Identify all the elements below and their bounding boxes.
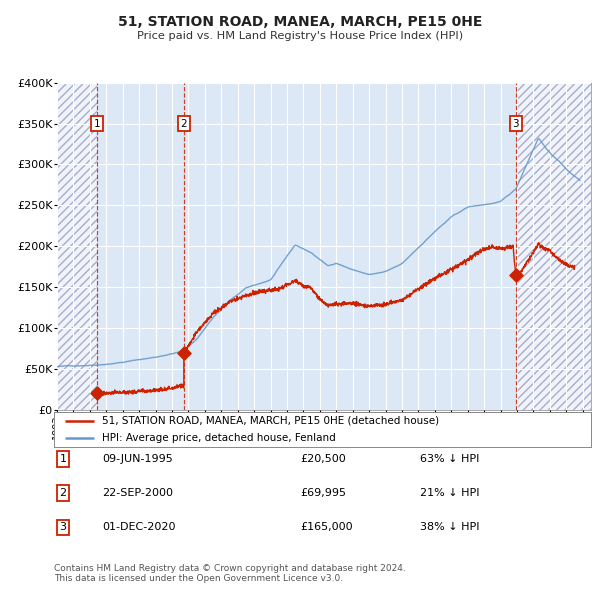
Text: 21% ↓ HPI: 21% ↓ HPI — [420, 489, 479, 498]
Text: £20,500: £20,500 — [300, 454, 346, 464]
Bar — [57, 83, 97, 410]
Text: Price paid vs. HM Land Registry's House Price Index (HPI): Price paid vs. HM Land Registry's House … — [137, 31, 463, 41]
Text: 22-SEP-2000: 22-SEP-2000 — [102, 489, 173, 498]
Text: 63% ↓ HPI: 63% ↓ HPI — [420, 454, 479, 464]
Bar — [516, 83, 591, 410]
Text: £165,000: £165,000 — [300, 523, 353, 532]
Text: Contains HM Land Registry data © Crown copyright and database right 2024.
This d: Contains HM Land Registry data © Crown c… — [54, 563, 406, 583]
Text: 01-DEC-2020: 01-DEC-2020 — [102, 523, 176, 532]
Text: 3: 3 — [59, 523, 67, 532]
Text: 09-JUN-1995: 09-JUN-1995 — [102, 454, 173, 464]
Bar — [57, 83, 97, 410]
Point — [179, 348, 188, 358]
Text: 1: 1 — [94, 119, 100, 129]
Text: 2: 2 — [59, 489, 67, 498]
Point — [511, 270, 521, 280]
Text: 3: 3 — [512, 119, 519, 129]
Text: 51, STATION ROAD, MANEA, MARCH, PE15 0HE (detached house): 51, STATION ROAD, MANEA, MARCH, PE15 0HE… — [103, 416, 439, 425]
Point — [92, 389, 102, 398]
Text: £69,995: £69,995 — [300, 489, 346, 498]
Text: 38% ↓ HPI: 38% ↓ HPI — [420, 523, 479, 532]
Text: 2: 2 — [181, 119, 187, 129]
Bar — [516, 83, 591, 410]
Text: 1: 1 — [59, 454, 67, 464]
Text: 51, STATION ROAD, MANEA, MARCH, PE15 0HE: 51, STATION ROAD, MANEA, MARCH, PE15 0HE — [118, 15, 482, 29]
Text: HPI: Average price, detached house, Fenland: HPI: Average price, detached house, Fenl… — [103, 434, 336, 443]
